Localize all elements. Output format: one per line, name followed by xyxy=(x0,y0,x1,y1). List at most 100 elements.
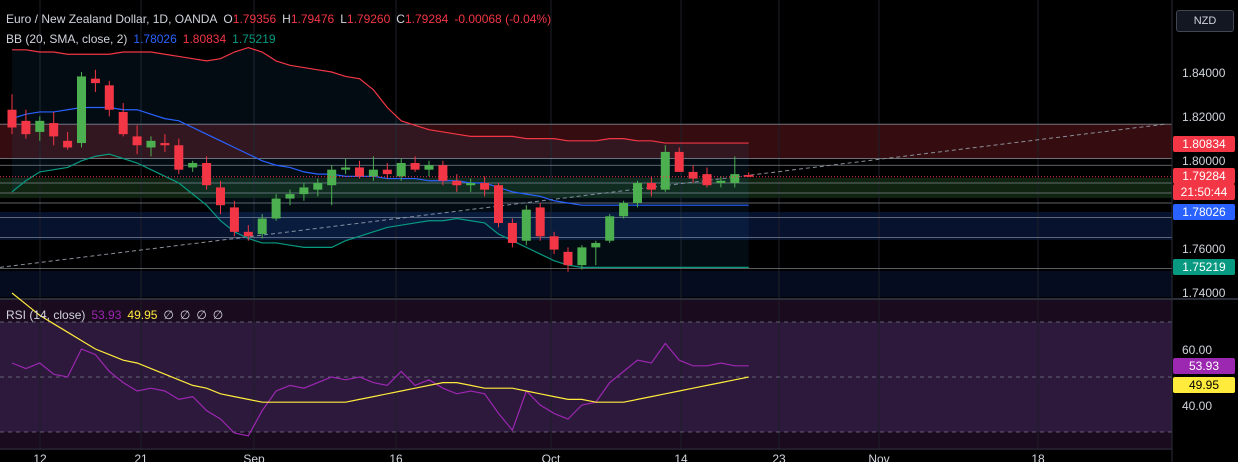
rsi-ma-tag: 49.95 xyxy=(1173,377,1235,393)
rsi-tick: 60.00 xyxy=(1182,343,1213,357)
candle-body xyxy=(7,109,17,128)
candle-body xyxy=(341,167,351,170)
rsi-ma-line xyxy=(11,292,749,403)
candle-body xyxy=(229,207,239,232)
symbol-legend: Euro / New Zealand Dollar, 1D, OANDA O1.… xyxy=(6,12,551,26)
time-tick: Nov xyxy=(868,452,890,462)
bb-basis-value: 1.78026 xyxy=(133,32,177,46)
candle-body xyxy=(577,247,587,266)
candle-body xyxy=(744,175,754,177)
candle-body xyxy=(646,183,656,190)
bb-legend[interactable]: BB (20, SMA, close, 2) 1.78026 1.80834 1… xyxy=(6,32,276,46)
candle-body xyxy=(494,185,503,223)
low-label: L xyxy=(340,12,347,26)
candle-body xyxy=(188,163,198,168)
price-tick: 1.80000 xyxy=(1182,154,1226,168)
rsi-pane-bg xyxy=(0,300,1172,450)
candle-body xyxy=(674,151,684,172)
candle-body xyxy=(619,202,629,217)
rsi-tag: 53.93 xyxy=(1173,358,1235,374)
candle-body xyxy=(480,183,490,190)
time-tick: 16 xyxy=(389,452,403,462)
countdown-tag: 21:50:44 xyxy=(1173,184,1235,200)
candle-body xyxy=(507,222,517,243)
rsi-label: RSI (14, close) xyxy=(6,308,86,322)
candle-body xyxy=(49,123,59,137)
rsi-extra-2: ∅ xyxy=(179,308,191,322)
low-value: 1.79260 xyxy=(346,12,391,26)
candle-body xyxy=(452,180,462,186)
candle-body xyxy=(702,174,712,186)
zone-blue-low xyxy=(0,271,1172,297)
bb-upper-line xyxy=(12,46,749,144)
rsi-extra-4: ∅ xyxy=(212,308,224,322)
candle-body xyxy=(327,169,337,186)
candle-body xyxy=(271,198,281,219)
candle-body xyxy=(174,145,184,170)
zone-blue xyxy=(0,212,1172,240)
candle-body xyxy=(146,140,156,148)
rsi-extra-3: ∅ xyxy=(196,308,207,322)
time-tick: 23 xyxy=(772,452,786,462)
last-price-tag: 1.79284 xyxy=(1173,168,1235,184)
high-value: 1.79476 xyxy=(290,12,335,26)
candle-body xyxy=(660,151,670,190)
currency-button[interactable]: NZD xyxy=(1176,10,1234,32)
time-tick: Oct xyxy=(541,452,561,462)
candle-body xyxy=(77,76,86,144)
candle-body xyxy=(21,120,31,135)
candle-body xyxy=(243,231,253,237)
candle-body xyxy=(396,163,406,177)
rsi-line xyxy=(11,342,749,437)
time-tick: 21 xyxy=(134,452,148,462)
bb-lower-value: 1.75219 xyxy=(232,32,276,46)
candle-body xyxy=(216,187,225,206)
bb-label: BB (20, SMA, close, 2) xyxy=(6,32,128,46)
candle-body xyxy=(549,236,559,250)
candle-body xyxy=(410,163,420,170)
candle-body xyxy=(90,78,100,84)
candle-body xyxy=(438,165,448,181)
rsi-legend[interactable]: RSI (14, close) 53.93 49.95 ∅ ∅ ∅ ∅ xyxy=(6,308,223,322)
change-value: -0.00068 (-0.04%) xyxy=(454,12,552,26)
candle-body xyxy=(466,183,476,186)
candle-body xyxy=(257,218,267,235)
bb-upper-tag: 1.80834 xyxy=(1173,136,1235,152)
candle-body xyxy=(313,183,323,190)
candle-body xyxy=(118,111,128,135)
price-tick: 1.74000 xyxy=(1182,286,1226,300)
close-label: C xyxy=(396,12,405,26)
candle-body xyxy=(382,169,392,175)
symbol-title: Euro / New Zealand Dollar, 1D, OANDA xyxy=(6,12,218,26)
candle-body xyxy=(202,163,212,186)
candle-body xyxy=(160,143,170,146)
rsi-tick: 40.00 xyxy=(1182,399,1213,413)
price-tick: 1.84000 xyxy=(1182,66,1226,80)
candle-body xyxy=(104,85,114,110)
time-tick: 14 xyxy=(674,452,688,462)
rsi-legend-value: 53.93 xyxy=(91,308,122,322)
time-tick: Sep xyxy=(243,452,265,462)
price-tick: 1.76000 xyxy=(1182,242,1226,256)
candle-body xyxy=(424,165,434,170)
candle-body xyxy=(355,167,364,177)
close-value: 1.79284 xyxy=(404,12,449,26)
candle-body xyxy=(730,174,740,183)
candle-body xyxy=(285,194,295,199)
rsi-extra-1: ∅ xyxy=(163,308,174,322)
candle-body xyxy=(63,140,73,148)
candle-body xyxy=(605,216,615,241)
candle-body xyxy=(591,242,601,248)
bb-fill xyxy=(12,47,749,268)
candle-body xyxy=(132,136,142,146)
candle-body xyxy=(299,187,309,195)
candle-body xyxy=(633,183,642,203)
high-label: H xyxy=(282,12,291,26)
bb-lower-line xyxy=(11,153,749,268)
bb-basis-tag: 1.78026 xyxy=(1173,204,1235,220)
open-value: 1.79356 xyxy=(232,12,277,26)
bb-lower-tag: 1.75219 xyxy=(1173,259,1235,275)
price-tick: 1.82000 xyxy=(1182,110,1226,124)
time-tick: 18 xyxy=(1031,452,1045,462)
